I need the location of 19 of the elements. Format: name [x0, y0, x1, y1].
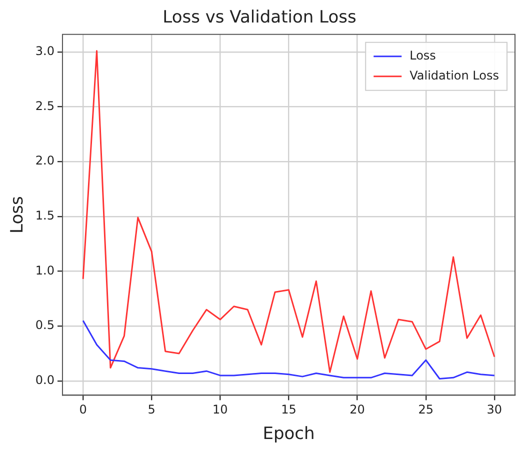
chart-title: Loss vs Validation Loss	[162, 8, 356, 28]
x-axis-title: Epoch	[262, 424, 315, 444]
y-axis-title: Loss	[8, 196, 28, 234]
x-tick-label: 0	[79, 402, 87, 417]
x-tick-label: 25	[418, 402, 434, 417]
x-tick-label: 10	[212, 402, 228, 417]
x-tick-label: 30	[486, 402, 502, 417]
y-tick-label: 2.5	[35, 98, 54, 113]
y-tick-label: 0.5	[35, 318, 54, 332]
legend-label: Loss	[410, 48, 436, 63]
y-tick-label: 3.0	[35, 44, 54, 58]
x-tick-label: 5	[148, 402, 156, 417]
y-tick-label: 1.5	[35, 208, 54, 223]
y-tick-label: 2.0	[35, 154, 54, 168]
x-tick-label: 20	[350, 402, 365, 417]
y-tick-label: 1.0	[35, 263, 54, 278]
x-tick-label: 15	[281, 402, 296, 417]
y-tick-label: 0.0	[35, 373, 54, 388]
legend-label: Validation Loss	[410, 68, 499, 83]
